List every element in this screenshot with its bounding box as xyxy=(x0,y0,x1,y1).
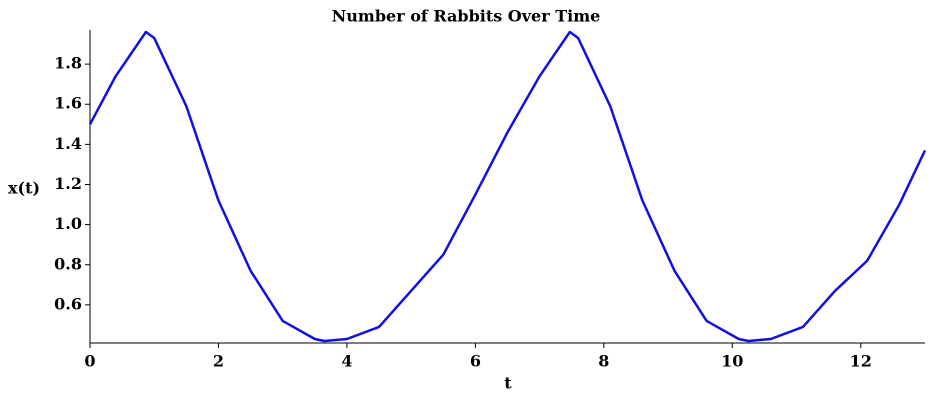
x-tick-label: 4 xyxy=(341,352,352,371)
y-tick-label: 1.2 xyxy=(54,174,82,193)
x-tick-label: 12 xyxy=(850,352,872,371)
data-line xyxy=(88,30,927,343)
chart-title: Number of Rabbits Over Time xyxy=(332,7,601,26)
y-axis-label: x(t) xyxy=(8,179,40,198)
x-tick-label: 2 xyxy=(213,352,224,371)
x-tick-label: 6 xyxy=(470,352,481,371)
y-tick-label: 0.8 xyxy=(54,254,82,273)
y-tick-label: 1.6 xyxy=(54,94,82,113)
x-tick-label: 10 xyxy=(721,352,743,371)
y-tick-label: 1.4 xyxy=(54,134,82,153)
x-tick-label: 8 xyxy=(598,352,609,371)
y-tick-label: 0.6 xyxy=(54,294,82,313)
x-axis-label: t xyxy=(504,374,512,393)
y-tick-label: 1.8 xyxy=(54,54,82,73)
y-tick-label: 1.0 xyxy=(54,214,82,233)
x-tick-label: 0 xyxy=(84,352,95,371)
